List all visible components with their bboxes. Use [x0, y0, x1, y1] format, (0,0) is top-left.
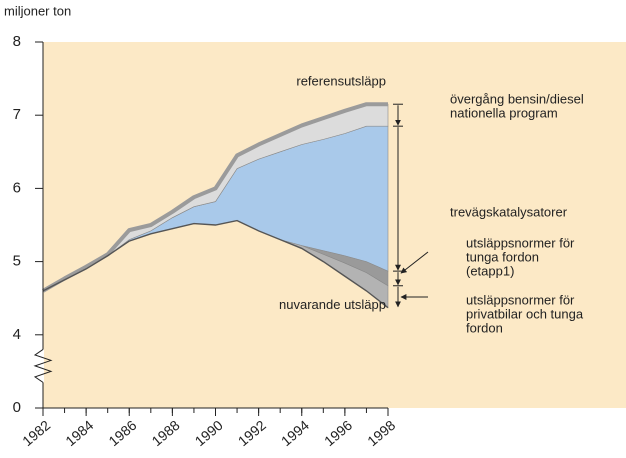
layer-label: nationella program	[450, 105, 558, 120]
layer-label: trevägskatalysatorer	[450, 204, 568, 219]
layer-label: (etapp1)	[466, 263, 514, 278]
y-tick-label: 4	[13, 326, 21, 343]
axis-break-gap	[42, 349, 44, 383]
layer-label: tunga fordon	[466, 249, 539, 264]
reference-label: referensutsläpp	[296, 74, 386, 89]
x-tick-label: 1996	[321, 417, 355, 449]
layer-label: utsläppsnormer för	[466, 292, 575, 307]
x-tick-label: 1988	[149, 417, 183, 449]
y-tick-label: 5	[13, 253, 21, 270]
y-tick-label: 0	[13, 399, 21, 416]
y-axis-label: miljoner ton	[4, 3, 71, 18]
axis-break	[33, 349, 53, 383]
layer-label: utsläppsnormer för	[466, 235, 575, 250]
x-tick-label: 1994	[278, 417, 312, 449]
x-tick-label: 1998	[364, 417, 398, 449]
reference-line	[42, 102, 388, 293]
current-emissions-line	[42, 219, 389, 309]
y-tick-label: 8	[13, 33, 21, 50]
x-tick-label: 1982	[19, 417, 53, 449]
x-tick-label: 1990	[192, 417, 226, 449]
x-tick-label: 1992	[235, 417, 269, 449]
layer-label: privatbilar och tunga	[466, 306, 584, 321]
layer-label: övergång bensin/diesel	[450, 91, 584, 106]
y-tick-label: 6	[13, 179, 21, 196]
pointer-arrow	[400, 251, 429, 274]
x-tick-label: 1984	[62, 417, 96, 449]
x-tick-label: 1986	[105, 417, 139, 449]
current-label: nuvarande utsläpp	[279, 297, 386, 312]
y-tick-label: 7	[13, 106, 21, 123]
layer-label: fordon	[466, 320, 503, 335]
